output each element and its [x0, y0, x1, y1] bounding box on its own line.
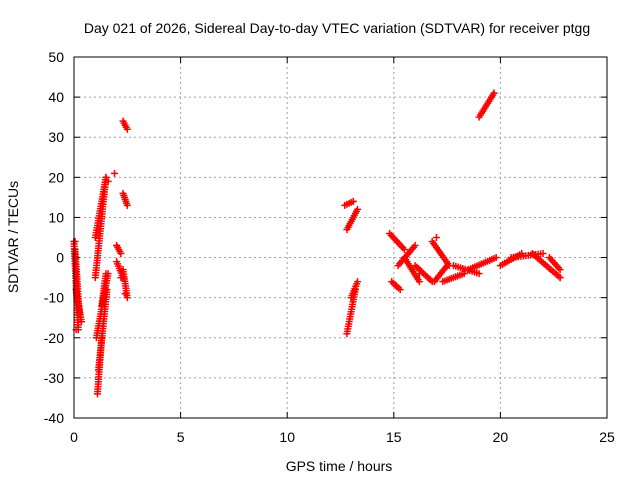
y-tick-label: 40 — [48, 89, 64, 105]
data-segment — [119, 117, 131, 133]
data-point-marker — [113, 242, 121, 250]
data-point-marker — [121, 290, 129, 298]
data-point-marker — [432, 234, 440, 241]
data-point-marker — [123, 125, 131, 133]
data-point-marker — [392, 282, 400, 290]
data-point-marker — [556, 274, 564, 282]
grid-layer — [74, 57, 607, 418]
data-segment — [341, 197, 357, 209]
x-tick-label: 20 — [493, 429, 509, 445]
x-axis-label: GPS time / hours — [286, 458, 393, 474]
data-segment — [386, 229, 408, 254]
data-point-marker — [415, 270, 423, 278]
x-tick-label: 5 — [177, 429, 185, 445]
data-segment — [430, 262, 451, 286]
data-segment — [394, 242, 419, 270]
data-segment — [347, 278, 362, 302]
data-point-marker — [556, 266, 564, 274]
plot-frame — [73, 56, 608, 419]
data-segment — [343, 205, 362, 233]
x-tick-label: 15 — [386, 429, 402, 445]
data-point-marker — [492, 254, 500, 262]
x-tick-label: 0 — [70, 429, 78, 445]
data-point-marker — [490, 89, 498, 97]
data-point-marker — [77, 318, 85, 326]
data-segment — [98, 270, 110, 310]
data-point-marker — [117, 250, 125, 258]
data-point-marker — [117, 274, 125, 282]
data-point-marker — [354, 278, 362, 286]
data-point-marker — [443, 262, 451, 270]
chart-title: Day 021 of 2026, Sidereal Day-to-day VTE… — [84, 20, 590, 36]
data-point-marker — [102, 173, 110, 181]
tick-layer: 0 5 10 15 20 25 -40 -30 -20 -10 0 10 20 30 40 50 — [44, 49, 615, 445]
data-point-marker — [354, 205, 362, 213]
data-point-marker — [71, 238, 79, 246]
data-segment — [388, 278, 404, 294]
data-point-marker — [349, 197, 357, 205]
data-point-marker — [104, 177, 112, 185]
x-tick-label: 25 — [599, 429, 615, 445]
data-segment — [428, 238, 453, 270]
y-tick-label: 30 — [48, 129, 64, 145]
data-segment — [113, 242, 125, 258]
y-tick-label: 20 — [48, 169, 64, 185]
y-axis-label: SDTVAR / TECUs — [5, 181, 21, 293]
data-segment — [119, 189, 131, 209]
x-tick-label: 10 — [279, 429, 295, 445]
data-segment — [91, 173, 110, 282]
data-point-marker — [102, 270, 110, 278]
data-segment — [72, 286, 85, 326]
data-point-marker — [123, 294, 131, 302]
data-segment — [439, 270, 468, 286]
y-tick-label: -20 — [44, 330, 64, 346]
y-tick-label: 10 — [48, 209, 64, 225]
data-point-marker — [415, 278, 423, 286]
data-point-marker — [411, 242, 419, 250]
data-segment — [343, 286, 359, 338]
data-segment — [545, 254, 564, 274]
y-tick-label: 0 — [56, 250, 64, 266]
data-layer — [70, 89, 564, 398]
y-tick-label: -40 — [44, 410, 64, 426]
data-point-marker — [123, 201, 131, 209]
data-point-marker — [396, 286, 404, 294]
y-tick-label: -30 — [44, 370, 64, 386]
data-segment — [464, 254, 500, 274]
data-point-marker — [400, 246, 408, 254]
data-point-marker — [111, 169, 119, 177]
y-tick-label: -10 — [44, 290, 64, 306]
y-tick-label: 50 — [48, 49, 64, 65]
data-point-marker — [475, 270, 483, 278]
data-segment — [71, 246, 83, 318]
data-segment — [95, 286, 111, 374]
data-point-marker — [460, 270, 468, 278]
data-point-marker — [539, 250, 547, 258]
